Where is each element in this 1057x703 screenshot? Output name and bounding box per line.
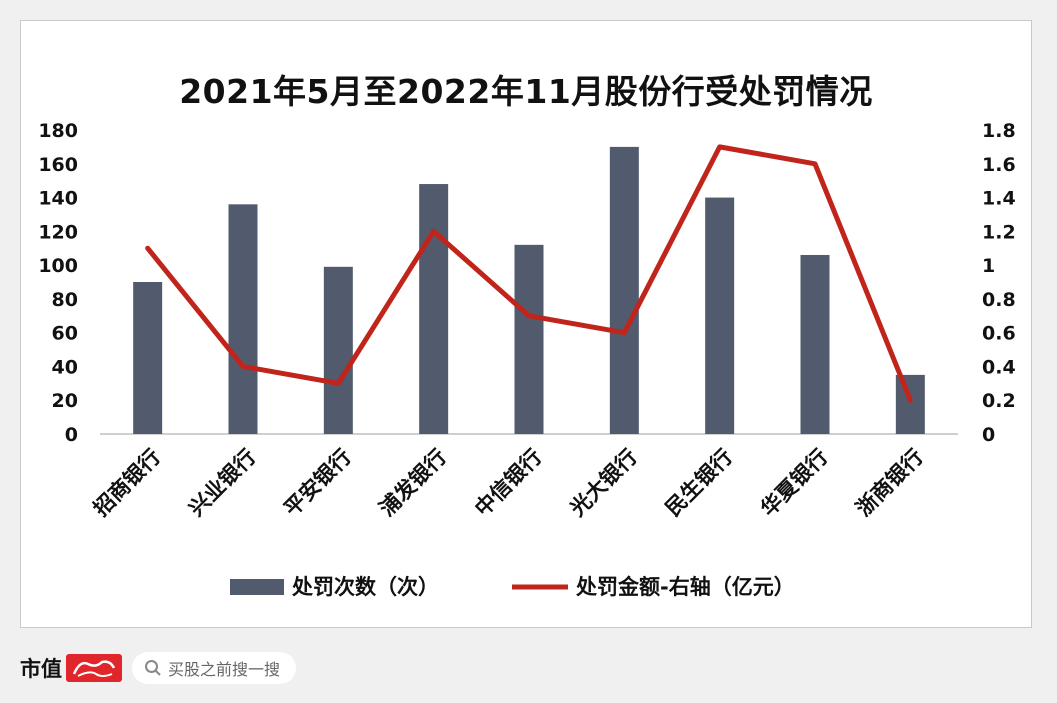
x-category-label: 兴业银行 (184, 445, 260, 521)
chart-title: 2021年5月至2022年11月股份行受处罚情况 (179, 72, 873, 111)
x-category-label: 华夏银行 (756, 445, 832, 521)
legend-bar-swatch (230, 579, 284, 595)
y-left-tick-label: 40 (52, 356, 78, 378)
y-right-tick-label: 0.2 (982, 390, 1016, 412)
y-right-tick-label: 0.4 (982, 356, 1016, 378)
brand-logo-icon (66, 654, 122, 682)
x-category-label: 浦发银行 (375, 445, 451, 521)
y-right-tick-label: 0 (982, 424, 995, 446)
bar (705, 197, 735, 434)
y-left-tick-label: 120 (38, 221, 78, 243)
y-right-tick-label: 1 (982, 255, 995, 277)
x-category-label: 招商银行 (89, 445, 165, 521)
x-category-label: 平安银行 (280, 445, 356, 521)
x-category-label: 光大银行 (565, 445, 642, 522)
y-left-tick-label: 60 (52, 323, 78, 345)
y-left-tick-label: 140 (38, 188, 78, 210)
x-category-label: 浙商银行 (852, 445, 928, 521)
y-right-tick-label: 0.8 (982, 289, 1016, 311)
y-right-tick-label: 1.6 (982, 154, 1016, 176)
brand-name: 市值 (20, 657, 62, 681)
bar (514, 244, 544, 434)
bar (419, 184, 449, 434)
y-left-tick-label: 180 (38, 120, 78, 142)
y-right-tick-label: 1.8 (982, 120, 1016, 142)
footer: 市值 买股之前搜一搜 (20, 648, 297, 688)
bar (133, 282, 163, 434)
bar (895, 374, 925, 434)
y-left-tick-label: 160 (38, 154, 78, 176)
bar (800, 254, 830, 434)
x-category-label: 中信银行 (470, 445, 546, 521)
legend-line-label: 处罚金额-右轴（亿元） (575, 575, 795, 599)
y-left-tick-label: 20 (52, 390, 78, 412)
y-left-tick-label: 0 (65, 424, 78, 446)
bar (609, 146, 639, 434)
y-right-tick-label: 1.4 (982, 188, 1016, 210)
y-right-tick-label: 0.6 (982, 323, 1016, 345)
y-left-tick-label: 80 (52, 289, 78, 311)
bar (228, 204, 258, 434)
x-category-label: 民生银行 (661, 445, 737, 521)
bar (323, 266, 353, 434)
y-right-tick-label: 1.2 (982, 221, 1016, 243)
search-placeholder: 买股之前搜一搜 (168, 660, 281, 679)
search-icon (145, 660, 161, 676)
legend-bar-label: 处罚次数（次） (291, 575, 439, 599)
y-left-tick-label: 100 (38, 255, 78, 277)
search-box[interactable]: 买股之前搜一搜 (132, 652, 297, 684)
